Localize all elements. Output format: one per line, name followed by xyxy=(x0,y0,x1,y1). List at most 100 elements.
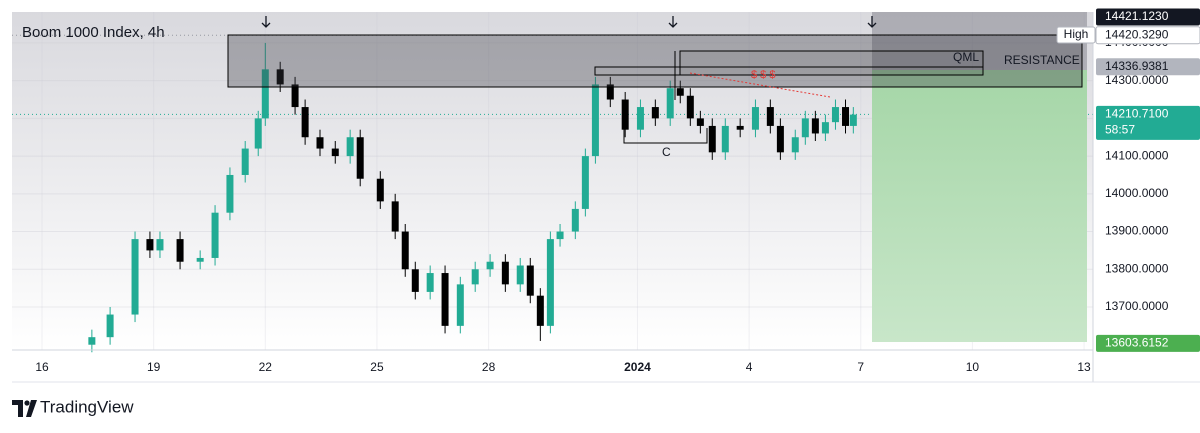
candle-body xyxy=(571,208,579,232)
x-tick-label: 7 xyxy=(857,360,864,374)
candle-body xyxy=(676,88,684,96)
candle-body xyxy=(146,239,154,251)
x-tick-label: 4 xyxy=(746,360,753,374)
candle-body xyxy=(254,118,262,149)
candle-body xyxy=(736,125,744,130)
candle-body xyxy=(751,107,759,130)
candle-body xyxy=(88,337,96,345)
candle-body xyxy=(831,107,839,123)
y-tick-label: 13700.0000 xyxy=(1105,299,1169,313)
candle-body xyxy=(331,148,339,157)
candle-body xyxy=(591,84,599,157)
price-tag-label: 14210.7100 xyxy=(1105,107,1169,121)
x-tick-label: 28 xyxy=(482,360,496,374)
candle-body xyxy=(696,118,704,126)
y-tick-label: 13800.0000 xyxy=(1105,261,1169,275)
candle-body xyxy=(391,201,399,232)
position-target-area xyxy=(872,70,1087,342)
annotation: C xyxy=(662,145,671,159)
price-tag-label: 13603.6152 xyxy=(1105,336,1169,350)
price-tag xyxy=(1095,26,1200,45)
candle-body xyxy=(621,99,629,130)
candle-body xyxy=(211,212,219,258)
candle-body xyxy=(471,269,479,285)
candle-body xyxy=(526,265,534,296)
candle-body xyxy=(441,273,449,326)
range-box xyxy=(594,66,984,76)
x-tick-label: 16 xyxy=(35,360,49,374)
candle-body xyxy=(708,125,716,153)
candle-body xyxy=(581,156,589,209)
x-tick-label: 19 xyxy=(147,360,161,374)
candle-body xyxy=(176,239,184,262)
candle-body xyxy=(291,84,299,108)
candle-body xyxy=(346,137,354,157)
chart-title: Boom 1000 Index, 4h xyxy=(22,24,165,41)
price-tag-label: 14336.9381 xyxy=(1105,59,1169,73)
candle-body xyxy=(486,261,494,270)
candle-body xyxy=(801,118,809,138)
resistance-zone xyxy=(227,34,1083,88)
candle-body xyxy=(226,174,234,213)
candle-body xyxy=(276,69,284,85)
candle-body xyxy=(106,314,114,338)
annotation: $ $ $ xyxy=(751,69,775,81)
candle-body xyxy=(651,107,659,119)
x-tick-label: 2024 xyxy=(624,360,651,374)
candle-body xyxy=(849,114,857,126)
annotation: QML xyxy=(953,50,979,64)
y-tick-label: 14100.0000 xyxy=(1105,148,1169,162)
arrows xyxy=(261,16,877,28)
candle-body xyxy=(301,107,309,138)
x-tick-label: 13 xyxy=(1077,360,1091,374)
y-tick-label: 13900.0000 xyxy=(1105,224,1169,238)
candle-body xyxy=(766,107,774,126)
price-tag xyxy=(1096,8,1200,26)
candle-body xyxy=(556,231,564,240)
annotation: RESISTANCE xyxy=(1004,53,1080,67)
x-tick-label: 22 xyxy=(259,360,273,374)
qml-zone xyxy=(679,50,984,76)
candle-body xyxy=(636,107,644,130)
candle-body xyxy=(686,95,694,119)
price-tag xyxy=(1096,58,1200,76)
candle-body xyxy=(156,239,164,251)
candle-body xyxy=(842,107,850,126)
x-tick-label: 25 xyxy=(370,360,384,374)
candle-body xyxy=(356,137,364,179)
y-tick-label: 14300.0000 xyxy=(1105,73,1169,87)
candle-body xyxy=(791,137,799,153)
candle-body xyxy=(401,231,409,270)
candle-body xyxy=(411,269,419,292)
high-label: High xyxy=(1064,27,1089,41)
candle-body xyxy=(776,125,784,153)
candle-body xyxy=(456,284,464,326)
candle-body xyxy=(536,295,544,326)
candle-body xyxy=(241,148,249,175)
x-tick-label: 10 xyxy=(966,360,980,374)
candle-body xyxy=(376,178,384,202)
candle-body xyxy=(131,239,139,315)
candle-body xyxy=(821,122,829,134)
candle-body xyxy=(426,273,434,292)
candle-body xyxy=(516,265,524,285)
candle-body xyxy=(501,261,509,285)
tradingview-logo xyxy=(12,400,37,417)
candle-body xyxy=(666,88,674,119)
y-tick-label: 14000.0000 xyxy=(1105,186,1169,200)
countdown: 58:57 xyxy=(1105,123,1135,137)
position-stop-area xyxy=(872,12,1087,70)
c-bracket xyxy=(623,128,708,144)
candle-body xyxy=(196,257,204,262)
price-tag xyxy=(1096,105,1200,140)
price-tag-label: 14421.1230 xyxy=(1105,9,1169,23)
candle-body xyxy=(261,69,269,119)
candle-body xyxy=(606,84,614,100)
candle-body xyxy=(721,125,729,153)
price-tag xyxy=(1096,334,1200,352)
candle-body xyxy=(546,239,554,326)
candle-body xyxy=(316,137,324,149)
high-tag xyxy=(1056,26,1096,44)
candle-body xyxy=(811,118,819,134)
